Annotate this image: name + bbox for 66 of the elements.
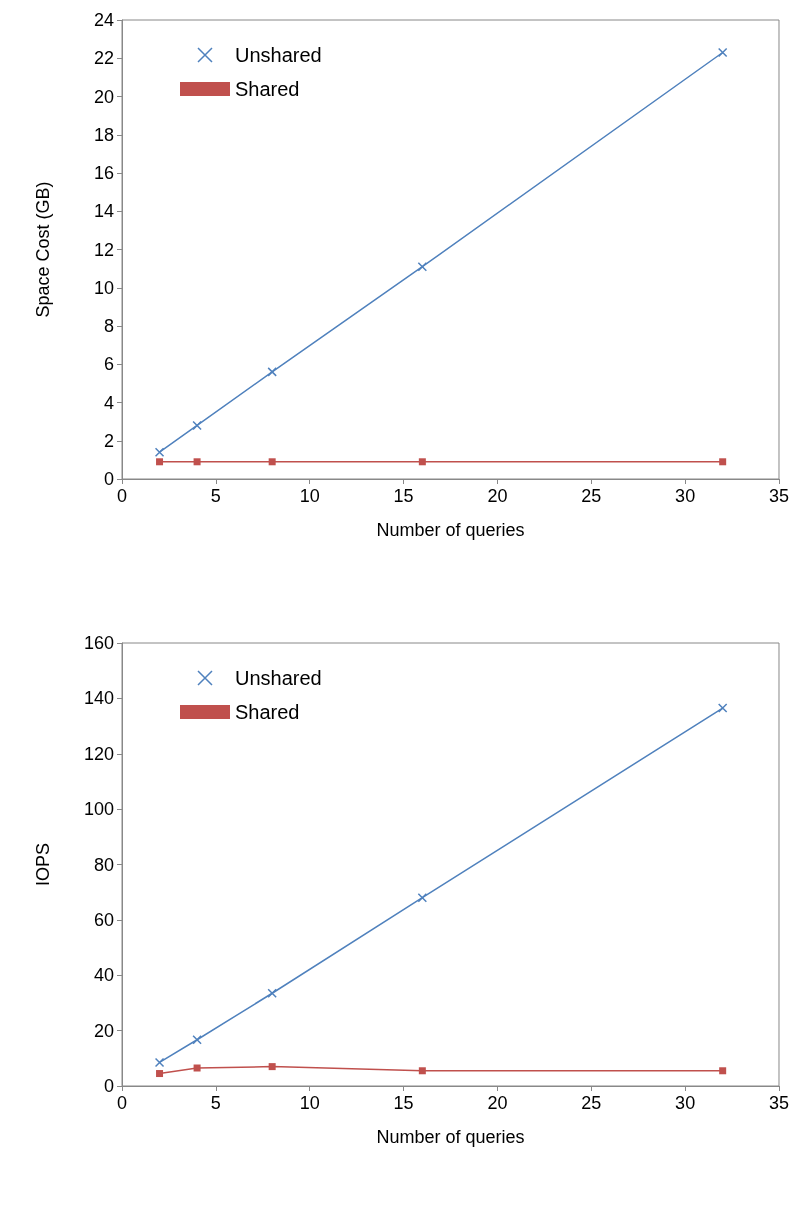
y-tick-label: 4: [103, 392, 114, 413]
x-tick-label: 15: [393, 486, 414, 506]
x-tick-label: 30: [675, 1093, 696, 1113]
x-tick-label: 20: [487, 1093, 508, 1113]
point: [193, 458, 201, 466]
y-axis-title: Space Cost (GB): [33, 181, 53, 318]
legend-label: Shared: [235, 701, 300, 723]
point: [267, 988, 277, 998]
y-tick-label: 22: [93, 48, 114, 69]
y-tick-label: 0: [103, 1076, 114, 1096]
x-tick-label: 15: [393, 1093, 414, 1113]
point: [717, 703, 728, 713]
point: [193, 1064, 201, 1072]
x-tick-label: 10: [299, 1093, 320, 1113]
y-tick-label: 60: [93, 909, 114, 930]
point: [156, 1070, 164, 1078]
x-tick-label: 20: [487, 486, 508, 506]
point: [418, 458, 426, 466]
point: [268, 1063, 276, 1071]
y-tick-label: 6: [103, 354, 114, 375]
x-tick-label: 25: [581, 1093, 602, 1113]
point: [192, 1035, 202, 1045]
x-tick-label: 0: [116, 1093, 128, 1113]
y-tick-label: 100: [83, 799, 114, 820]
point: [156, 458, 164, 466]
legend-label: Shared: [235, 78, 300, 100]
y-tick-label: 24: [93, 10, 114, 30]
y-tick-label: 120: [83, 743, 114, 764]
y-tick-label: 10: [93, 277, 114, 298]
y-tick-label: 160: [83, 633, 114, 653]
y-tick-label: 12: [93, 239, 114, 260]
y-tick-label: 40: [93, 965, 114, 986]
point: [417, 261, 428, 272]
point: [418, 1067, 426, 1075]
x-axis-title: Number of queries: [376, 520, 525, 540]
point: [719, 458, 727, 466]
x-tick-label: 30: [675, 486, 696, 506]
legend-label: Unshared: [235, 667, 322, 689]
y-tick-label: 8: [103, 316, 114, 336]
y-tick-label: 0: [103, 469, 114, 489]
point: [192, 420, 202, 431]
point: [717, 47, 728, 58]
y-tick-label: 2: [103, 430, 114, 451]
x-tick-label: 35: [768, 486, 789, 506]
y-tick-label: 20: [93, 86, 114, 107]
x-tick-label: 10: [299, 486, 320, 506]
point: [154, 447, 165, 457]
y-axis-title: IOPS: [33, 842, 53, 887]
point: [154, 1057, 165, 1068]
point: [267, 367, 277, 377]
y-tick-label: 18: [93, 124, 114, 145]
y-tick-label: 14: [93, 201, 114, 222]
x-axis-title: Number of queries: [376, 1127, 525, 1147]
y-tick-label: 16: [93, 163, 114, 183]
x-tick-label: 35: [768, 1093, 789, 1113]
point: [417, 892, 428, 903]
point: [268, 458, 276, 466]
y-tick-label: 140: [83, 688, 114, 709]
x-tick-label: 25: [581, 486, 602, 506]
legend-label: Unshared: [235, 44, 322, 66]
y-tick-label: 80: [93, 854, 114, 875]
point: [719, 1067, 727, 1075]
x-tick-label: 5: [210, 486, 221, 506]
y-tick-label: 20: [93, 1020, 114, 1041]
x-tick-label: 5: [210, 1093, 221, 1113]
x-tick-label: 0: [116, 486, 128, 506]
